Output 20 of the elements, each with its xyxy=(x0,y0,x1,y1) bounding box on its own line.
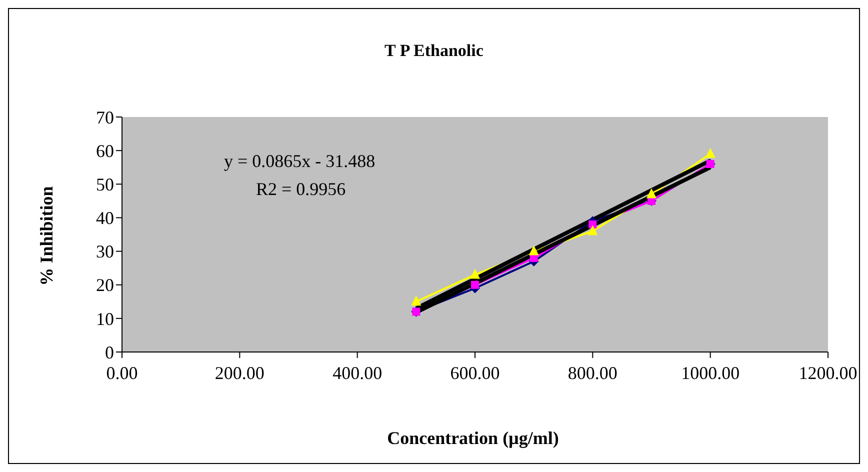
y-tick-label: 40 xyxy=(96,208,114,228)
x-tick-label: 400.00 xyxy=(332,362,382,383)
y-tick-label: 50 xyxy=(96,174,114,195)
y-tick-label: 20 xyxy=(96,275,114,296)
y-axis-title: % Inhibition xyxy=(36,186,58,286)
x-tick-label: 200.00 xyxy=(214,362,264,383)
annotation: y = 0.0865x - 31.488 xyxy=(224,151,376,172)
y-tick-label: 0 xyxy=(105,342,114,362)
x-tick-label: 0.00 xyxy=(106,362,138,383)
y-tick-label: 10 xyxy=(96,308,114,329)
x-tick-label: 800.00 xyxy=(568,362,618,383)
x-tick-label: 1000.00 xyxy=(681,362,740,383)
y-tick-label: 60 xyxy=(96,140,114,161)
chart-title: T P Ethanolic xyxy=(384,41,484,61)
y-tick-label: 30 xyxy=(96,242,114,262)
y-tick-label: 70 xyxy=(96,107,114,128)
annotation: R2 = 0.9956 xyxy=(256,179,346,200)
x-tick-label: 1200.00 xyxy=(798,362,858,383)
x-axis-title: Concentration (µg/ml) xyxy=(386,428,560,449)
x-tick-label: 600.00 xyxy=(450,362,500,383)
